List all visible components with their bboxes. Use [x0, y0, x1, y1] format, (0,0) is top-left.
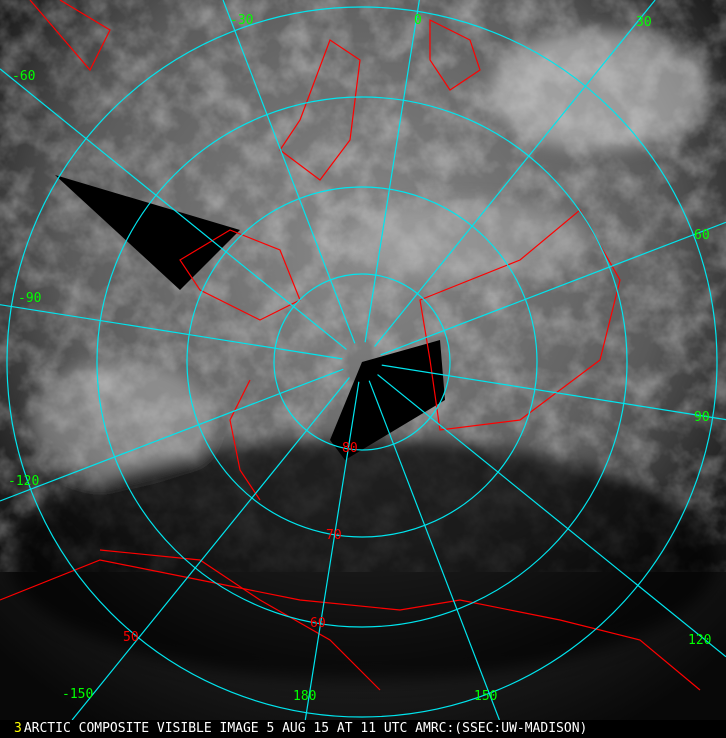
latitude-circle-50: [6, 6, 718, 718]
meridian-0: [364, 0, 420, 343]
longitude-label: 90: [694, 410, 710, 425]
latitude-circle-80: [273, 273, 451, 451]
meridian--90: [0, 304, 343, 360]
meridian-180: [304, 381, 360, 720]
longitude-label: 150: [474, 689, 497, 704]
meridian-150: [368, 380, 500, 720]
meridian--150: [71, 377, 350, 720]
latitude-label: 70: [326, 528, 342, 543]
longitude-label: 0: [414, 13, 422, 28]
latitude-label: 50: [123, 630, 139, 645]
meridian--120: [0, 368, 344, 502]
latitude-circle-60: [96, 96, 628, 628]
image-caption: 3 ARCTIC COMPOSITE VISIBLE IMAGE 5 AUG 15…: [0, 720, 726, 738]
longitude-label: 30: [636, 15, 652, 30]
cloud-masses: [8, 30, 718, 680]
longitude-label: -30: [230, 13, 253, 28]
frame-number: 3: [14, 721, 22, 736]
meridian--60: [0, 68, 347, 350]
longitude-label: 180: [293, 689, 316, 704]
longitude-label: -60: [12, 69, 35, 84]
meridian-90: [381, 364, 726, 421]
longitude-label: -150: [62, 687, 93, 702]
meridian--30: [222, 0, 356, 344]
latitude-label: 80: [342, 441, 358, 456]
longitude-label: 120: [688, 633, 711, 648]
latitude-circle-70: [186, 186, 538, 538]
longitude-label: 60: [694, 228, 710, 243]
meridian-120: [377, 374, 726, 658]
polar-map-canvas: 80 70 60 50 0 30 60 90 120 150 180 -150 -120 -90 -60 -3…: [0, 0, 726, 720]
longitude-label: -120: [8, 474, 39, 489]
caption-text: ARCTIC COMPOSITE VISIBLE IMAGE 5 AUG 15 …: [23, 721, 588, 736]
graticule: [0, 0, 726, 720]
longitude-label: -90: [18, 291, 41, 306]
latitude-label: 60: [310, 616, 326, 631]
meridian-60: [380, 221, 726, 356]
meridian-30: [374, 0, 656, 347]
data-gap-wedge: [55, 175, 240, 290]
graticule-labels: 80 70 60 50 0 30 60 90 120 150 180 -150 -120 -90 -60 -3…: [8, 13, 711, 704]
